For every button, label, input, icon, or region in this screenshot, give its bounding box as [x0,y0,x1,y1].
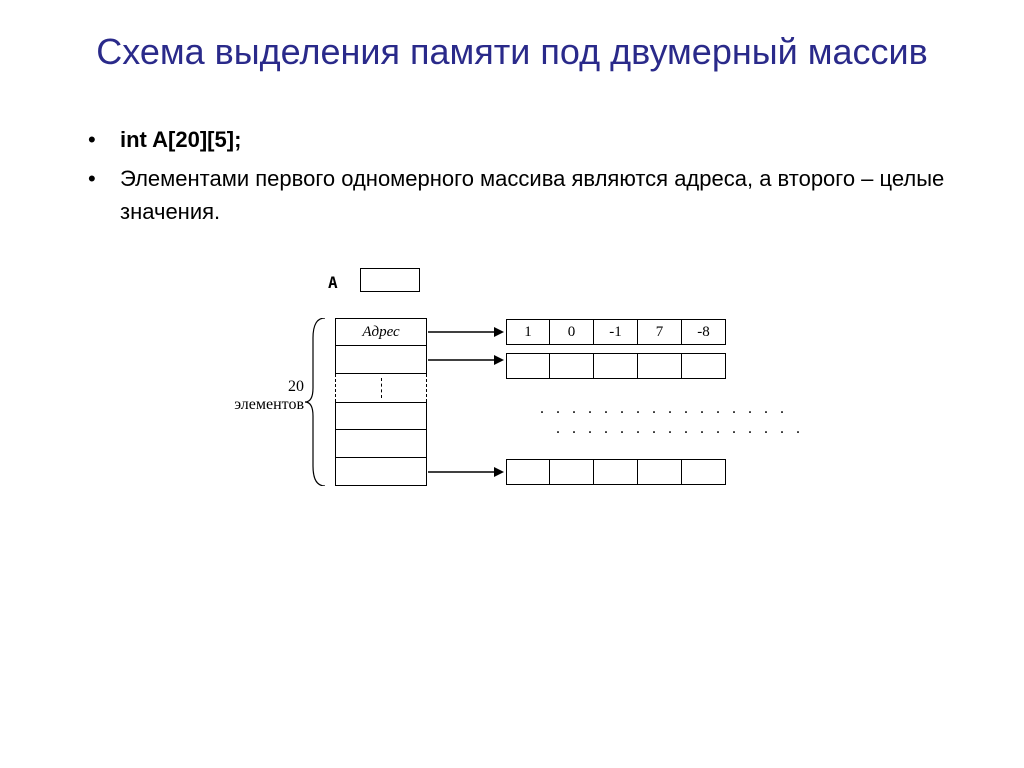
arrow-icon [428,324,504,340]
data-cell: 7 [638,319,682,345]
pointer-array-column: Адрес [335,318,427,486]
pointer-cell [335,346,427,374]
data-cell [682,459,726,485]
data-cell: -1 [594,319,638,345]
data-row: 1 0 -1 7 -8 [506,319,726,345]
bullet-list: int A[20][5]; Элементами первого одномер… [80,123,984,228]
data-cell [638,459,682,485]
pointer-cell-addr: Адрес [335,318,427,346]
data-cell [506,459,550,485]
data-cell [550,353,594,379]
brace-count: 20 [288,378,304,395]
bullet-item: int A[20][5]; [80,123,984,156]
bullet-item: Элементами первого одномерного массива я… [80,162,984,228]
arrow-icon [428,464,504,480]
content-area: int A[20][5]; Элементами первого одномер… [40,123,984,608]
ellipsis-dots: . . . . . . . . . . . . . . . . [556,420,804,438]
arrow-icon [428,352,504,368]
pointer-cell [335,430,427,458]
slide: Схема выделения памяти под двумерный мас… [0,0,1024,768]
data-row [506,459,726,485]
slide-title: Схема выделения памяти под двумерный мас… [40,30,984,73]
bullet-text: Элементами первого одномерного массива я… [120,166,944,224]
bullet-text: int A[20][5]; [120,127,241,152]
data-cell [638,353,682,379]
data-cell [550,459,594,485]
pointer-cell [335,458,427,486]
data-cell [594,459,638,485]
array-name-label: A [328,273,338,292]
data-cell: -8 [682,319,726,345]
data-cell [506,353,550,379]
data-cell [682,353,726,379]
pointer-gap [335,374,427,402]
ellipsis-dots: . . . . . . . . . . . . . . . . [540,400,788,418]
pointer-cell [335,402,427,430]
brace-unit: элементов [234,396,304,413]
brace-icon [305,318,327,486]
data-cell: 1 [506,319,550,345]
array-pointer-box [360,268,420,292]
memory-diagram: A 20 элементов Адрес [200,268,900,608]
data-cell [594,353,638,379]
data-cell: 0 [550,319,594,345]
brace-label: 20 элементов [222,378,304,414]
data-row [506,353,726,379]
